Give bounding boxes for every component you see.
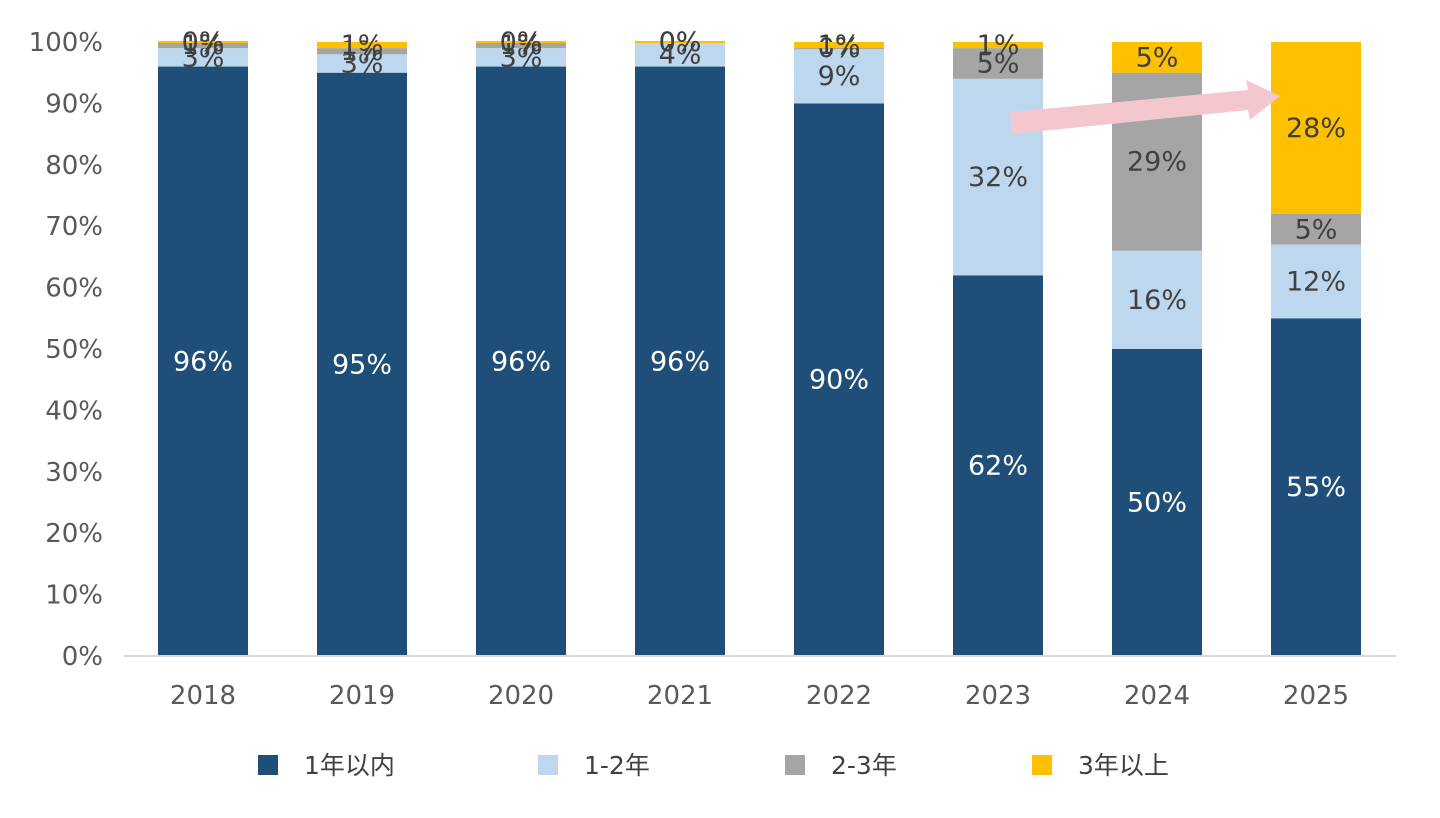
data-label: 95% bbox=[332, 349, 392, 380]
data-label: 62% bbox=[968, 451, 1028, 482]
data-label: 5% bbox=[1136, 42, 1179, 73]
x-tick-label: 2020 bbox=[488, 681, 554, 711]
data-label: 96% bbox=[491, 346, 551, 377]
y-tick-label: 70% bbox=[45, 212, 103, 242]
data-label: 1% bbox=[341, 36, 384, 67]
bar-segment bbox=[1271, 318, 1361, 656]
bar-segment bbox=[953, 48, 1043, 79]
data-label: 32% bbox=[968, 162, 1028, 193]
bar-segment bbox=[317, 48, 407, 55]
bar-segment bbox=[1271, 42, 1361, 214]
bar-segment bbox=[794, 48, 884, 104]
bar-segment bbox=[794, 42, 884, 49]
bar-segment bbox=[635, 41, 725, 43]
legend-swatch bbox=[785, 755, 805, 775]
x-tick-label: 2023 bbox=[965, 681, 1031, 711]
y-tick-label: 80% bbox=[45, 151, 103, 181]
bar-segment bbox=[953, 275, 1043, 656]
y-tick-label: 100% bbox=[29, 28, 103, 58]
data-label: 96% bbox=[650, 346, 710, 377]
bar-segment bbox=[1112, 42, 1202, 73]
bar-segment bbox=[1112, 250, 1202, 349]
data-label: 1% bbox=[341, 30, 384, 61]
bar-segment bbox=[794, 103, 884, 656]
data-label: 9% bbox=[818, 61, 861, 92]
bar-segment bbox=[317, 72, 407, 656]
bar-segment bbox=[635, 66, 725, 656]
data-label: 16% bbox=[1127, 285, 1187, 316]
x-tick-label: 2022 bbox=[806, 681, 872, 711]
x-tick-label: 2025 bbox=[1283, 681, 1349, 711]
bar-segment bbox=[1112, 349, 1202, 656]
x-tick-label: 2018 bbox=[170, 681, 236, 711]
y-tick-label: 40% bbox=[45, 396, 103, 426]
legend-label: 2-3年 bbox=[831, 751, 897, 780]
bar-segment bbox=[317, 54, 407, 73]
y-tick-label: 50% bbox=[45, 335, 103, 365]
legend-swatch bbox=[538, 755, 558, 775]
data-label: 4% bbox=[659, 39, 702, 70]
data-label: 0% bbox=[659, 27, 702, 58]
x-tick-label: 2024 bbox=[1124, 681, 1190, 711]
y-tick-label: 90% bbox=[45, 89, 103, 119]
data-label: 96% bbox=[173, 346, 233, 377]
y-tick-label: 10% bbox=[45, 581, 103, 611]
bar-segment bbox=[158, 41, 248, 43]
legend-swatch bbox=[1032, 755, 1052, 775]
legend-swatch bbox=[258, 755, 278, 775]
data-label: 50% bbox=[1127, 488, 1187, 519]
bar-segment bbox=[158, 42, 248, 49]
x-tick-label: 2019 bbox=[329, 681, 395, 711]
data-label: 90% bbox=[809, 365, 869, 396]
data-label: 1% bbox=[182, 30, 225, 61]
bar-segment bbox=[953, 42, 1043, 49]
data-label: 0% bbox=[500, 27, 543, 58]
data-label: 12% bbox=[1286, 266, 1346, 297]
legend-label: 1-2年 bbox=[584, 751, 650, 780]
x-tick-label: 2021 bbox=[647, 681, 713, 711]
data-label: 0% bbox=[818, 33, 861, 64]
bar-segment bbox=[1271, 244, 1361, 319]
data-label: 29% bbox=[1127, 147, 1187, 178]
bar-segment bbox=[476, 41, 566, 43]
bar-segment bbox=[476, 66, 566, 656]
bar-segment bbox=[635, 42, 725, 67]
y-tick-label: 0% bbox=[62, 642, 103, 672]
data-label: 1% bbox=[500, 30, 543, 61]
bar-segment bbox=[158, 66, 248, 656]
trend-arrow bbox=[1010, 80, 1280, 134]
data-label: 55% bbox=[1286, 472, 1346, 503]
bar-segment bbox=[476, 42, 566, 49]
bar-segment bbox=[317, 42, 407, 49]
bar-segment bbox=[476, 48, 566, 67]
data-label: 5% bbox=[977, 48, 1020, 79]
bar-segment bbox=[1271, 213, 1361, 245]
bar-segment bbox=[158, 48, 248, 67]
data-label: 1% bbox=[977, 30, 1020, 61]
y-tick-label: 30% bbox=[45, 458, 103, 488]
y-tick-label: 20% bbox=[45, 519, 103, 549]
data-label: 0% bbox=[182, 27, 225, 58]
legend-label: 1年以内 bbox=[304, 751, 395, 780]
data-label: 1% bbox=[818, 30, 861, 61]
y-tick-label: 60% bbox=[45, 274, 103, 304]
data-label: 28% bbox=[1286, 113, 1346, 144]
data-label: 5% bbox=[1295, 214, 1338, 245]
legend-label: 3年以上 bbox=[1078, 751, 1169, 780]
